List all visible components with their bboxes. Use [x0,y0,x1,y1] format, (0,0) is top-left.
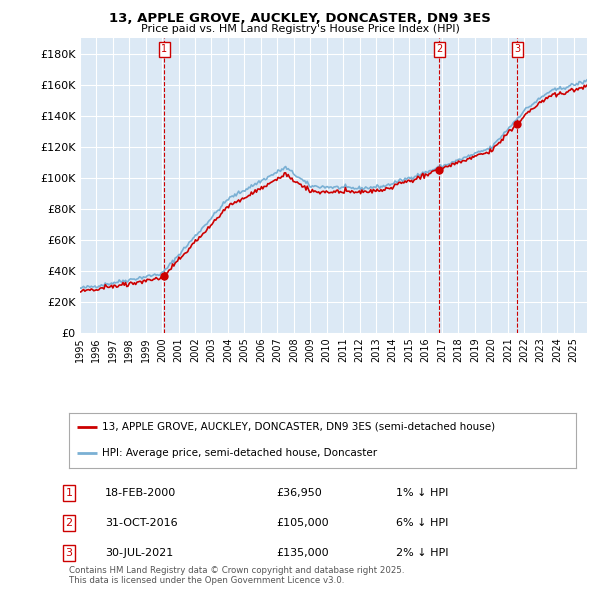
Text: 1% ↓ HPI: 1% ↓ HPI [396,488,448,498]
Text: 3: 3 [65,548,73,558]
Text: Contains HM Land Registry data © Crown copyright and database right 2025.
This d: Contains HM Land Registry data © Crown c… [69,566,404,585]
Text: 30-JUL-2021: 30-JUL-2021 [105,548,173,558]
Text: 1: 1 [65,488,73,498]
Text: 2: 2 [65,518,73,528]
Text: 6% ↓ HPI: 6% ↓ HPI [396,518,448,528]
Text: HPI: Average price, semi-detached house, Doncaster: HPI: Average price, semi-detached house,… [102,448,377,458]
Text: 3: 3 [514,44,520,54]
Text: 1: 1 [161,44,167,54]
Text: 13, APPLE GROVE, AUCKLEY, DONCASTER, DN9 3ES (semi-detached house): 13, APPLE GROVE, AUCKLEY, DONCASTER, DN9… [102,422,495,432]
Text: Price paid vs. HM Land Registry's House Price Index (HPI): Price paid vs. HM Land Registry's House … [140,24,460,34]
Text: 13, APPLE GROVE, AUCKLEY, DONCASTER, DN9 3ES: 13, APPLE GROVE, AUCKLEY, DONCASTER, DN9… [109,12,491,25]
Text: £135,000: £135,000 [276,548,329,558]
Text: 31-OCT-2016: 31-OCT-2016 [105,518,178,528]
Text: £36,950: £36,950 [276,488,322,498]
Text: £105,000: £105,000 [276,518,329,528]
Text: 2: 2 [436,44,442,54]
Text: 2% ↓ HPI: 2% ↓ HPI [396,548,449,558]
Text: 18-FEB-2000: 18-FEB-2000 [105,488,176,498]
